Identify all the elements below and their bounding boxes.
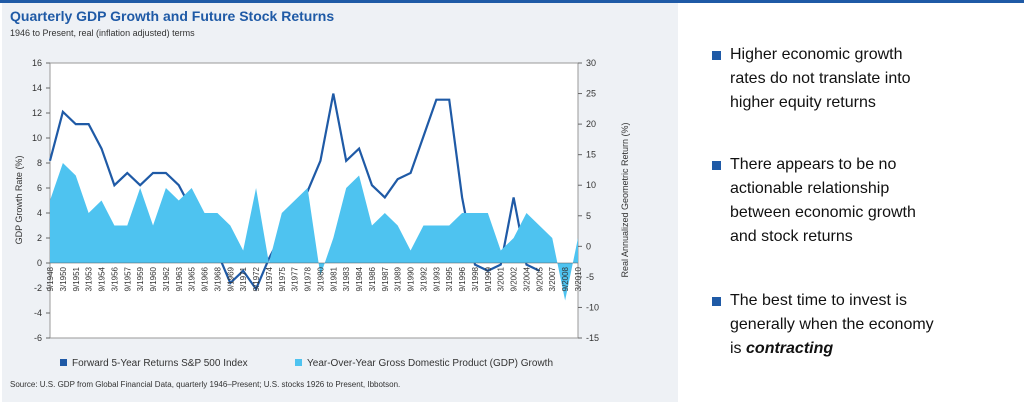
x-tick-label: 9/1999: [484, 266, 493, 291]
x-tick-label: 3/1980: [316, 266, 325, 291]
y-tick-label: -4: [34, 308, 42, 318]
x-tick-label: 9/1948: [46, 266, 55, 291]
x-tick-label: 3/1986: [368, 266, 377, 291]
x-tick-label: 9/1990: [407, 266, 416, 291]
x-tick-label: 9/1966: [201, 266, 210, 291]
chart-title: Quarterly GDP Growth and Future Stock Re…: [10, 8, 334, 24]
plot-area: [49, 62, 579, 339]
y-axis-label: GDP Growth Rate (%): [14, 156, 24, 245]
y2-tick-label: 5: [586, 211, 591, 221]
x-tick-label: 9/1972: [252, 266, 261, 291]
x-tick-label: 3/1977: [291, 266, 300, 291]
y2-tick-label: 0: [586, 241, 591, 251]
bullet: Higher economic growth rates do not tran…: [712, 43, 940, 115]
x-tick-label: 9/1963: [175, 266, 184, 291]
y-tick-label: 10: [32, 133, 42, 143]
bullet: There appears to be no actionable relati…: [712, 153, 940, 249]
x-tick-label: 3/1962: [162, 266, 171, 291]
y-tick-label: 6: [37, 183, 42, 193]
y-tick-label: 0: [37, 258, 42, 268]
y2-tick-label: 10: [586, 180, 596, 190]
x-tick-label: 9/1993: [432, 266, 441, 291]
x-tick-label: 9/1951: [72, 266, 81, 291]
x-tick-label: 3/1956: [110, 266, 119, 291]
x-tick-label: 3/2007: [548, 266, 557, 291]
x-tick-label: 9/2005: [535, 266, 544, 291]
x-tick-label: 9/1984: [355, 266, 364, 291]
x-tick-label: 3/1992: [419, 266, 428, 291]
x-tick-label: 9/2002: [510, 266, 519, 291]
y-tick-label: -6: [34, 333, 42, 343]
y2-tick-label: -10: [586, 302, 599, 312]
y2-tick-label: 15: [586, 150, 596, 160]
bullet-emphasis: contracting: [746, 340, 834, 357]
y-tick-label: 8: [37, 158, 42, 168]
y-tick-label: -2: [34, 283, 42, 293]
bullet: The best time to invest is generally whe…: [712, 289, 940, 361]
y-tick-label: 2: [37, 233, 42, 243]
x-tick-label: 3/1983: [342, 266, 351, 291]
y-tick-label: 16: [32, 58, 42, 68]
legend-swatch: [295, 359, 302, 366]
x-tick-label: 9/1960: [149, 266, 158, 291]
x-tick-label: 9/1996: [458, 266, 467, 291]
y-tick-label: 12: [32, 108, 42, 118]
y-tick-label: 4: [37, 208, 42, 218]
x-tick-label: 3/1965: [188, 266, 197, 291]
x-tick-label: 9/1987: [381, 266, 390, 291]
y2-tick-label: 30: [586, 58, 596, 68]
bullet-text: The best time to invest is generally whe…: [730, 292, 934, 357]
legend-label: Forward 5-Year Returns S&P 500 Index: [72, 358, 248, 369]
x-tick-label: 3/1959: [136, 266, 145, 291]
x-tick-label: 9/1954: [98, 266, 107, 291]
x-tick-label: 3/1995: [445, 266, 454, 291]
gdp-area: [50, 163, 578, 301]
x-tick-label: 3/1950: [59, 266, 68, 291]
x-tick-label: 3/1974: [265, 266, 274, 291]
source: Source: U.S. GDP from Global Financial D…: [10, 380, 400, 389]
y2-axis-label: Real Annualized Geometric Return (%): [620, 122, 630, 277]
x-tick-label: 3/2004: [522, 266, 531, 291]
x-tick-label: 3/1971: [239, 266, 248, 291]
y2-tick-label: -15: [586, 333, 599, 343]
legend-swatch: [60, 359, 67, 366]
x-tick-label: 3/1953: [85, 266, 94, 291]
x-tick-label: 3/2001: [497, 266, 506, 291]
chart-subtitle: 1946 to Present, real (inflation adjuste…: [10, 28, 195, 38]
y2-tick-label: 25: [586, 89, 596, 99]
x-tick-label: 9/1981: [329, 266, 338, 291]
x-tick-label: 3/1998: [471, 266, 480, 291]
chart: Quarterly GDP Growth and Future Stock Re…: [2, 3, 678, 402]
y2-tick-label: -5: [586, 272, 594, 282]
y2-tick-label: 20: [586, 119, 596, 129]
x-tick-label: 3/1968: [213, 266, 222, 291]
y-tick-label: 14: [32, 83, 42, 93]
x-tick-label: 3/2010: [574, 266, 583, 291]
legend-label: Year-Over-Year Gross Domestic Product (G…: [307, 358, 553, 369]
x-tick-label: 9/1975: [278, 266, 287, 291]
x-tick-label: 3/1989: [394, 266, 403, 291]
x-tick-label: 9/2008: [561, 266, 570, 291]
x-tick-label: 9/1957: [123, 266, 132, 291]
x-tick-label: 9/1969: [226, 266, 235, 291]
x-tick-label: 9/1978: [304, 266, 313, 291]
